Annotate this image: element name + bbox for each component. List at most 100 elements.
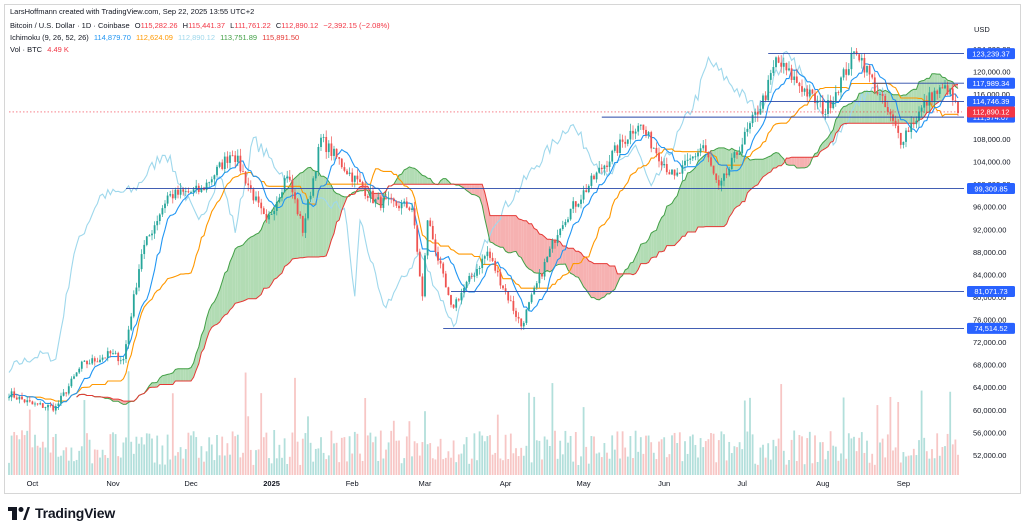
- price-tick-label: 80,000.00: [973, 293, 1006, 302]
- candle-body: [322, 136, 325, 138]
- volume-bar: [65, 447, 68, 475]
- candle-body: [255, 196, 257, 201]
- candle-body: [621, 139, 624, 142]
- volume-bar: [455, 462, 458, 475]
- candle-body: [910, 123, 913, 133]
- candle-body: [730, 157, 733, 170]
- cloud-segment: [214, 296, 217, 326]
- cloud-segment: [604, 263, 607, 297]
- candle-body: [47, 404, 49, 408]
- cloud-segment: [282, 191, 285, 274]
- candle-body: [665, 164, 668, 173]
- candle-body: [161, 208, 164, 215]
- candle-body: [262, 208, 265, 215]
- volume-bar: [806, 438, 809, 475]
- volume-bar: [517, 456, 520, 475]
- cloud-segment: [240, 244, 243, 302]
- volume-bar: [728, 441, 731, 475]
- candle-body: [624, 141, 627, 144]
- cloud-segment: [672, 198, 675, 246]
- candle-body: [543, 261, 546, 277]
- volume-bar: [400, 463, 403, 475]
- volume-bar: [450, 457, 452, 475]
- volume-bar: [413, 441, 416, 475]
- volume-bar: [463, 444, 465, 475]
- volume-value: 4.49 K: [47, 45, 69, 54]
- volume-bar: [330, 430, 333, 475]
- cloud-segment: [440, 178, 444, 185]
- volume-bar: [91, 463, 94, 475]
- price-level-tag-bg: [967, 77, 1015, 89]
- candle-body: [684, 160, 686, 166]
- cloud-segment: [747, 157, 750, 193]
- cloud-segment: [664, 206, 667, 251]
- symbol-legend[interactable]: Bitcoin / U.S. Dollar · 1D · Coinbase O1…: [10, 21, 393, 30]
- volume-bar: [476, 460, 478, 475]
- candle-body: [148, 235, 151, 237]
- volume-bar: [868, 462, 871, 475]
- cloud-segment: [695, 161, 698, 232]
- cloud-segment: [739, 150, 743, 206]
- candle-body: [127, 329, 130, 345]
- volume-legend[interactable]: Vol · BTC 4.49 K: [10, 45, 72, 54]
- volume-bar: [34, 434, 36, 475]
- candle-body: [814, 93, 816, 103]
- candle-body: [481, 258, 484, 269]
- candle-body: [756, 111, 759, 115]
- candle-body: [494, 260, 497, 271]
- candle-body: [821, 100, 824, 115]
- candle-body: [187, 191, 190, 193]
- candle-body: [741, 144, 744, 154]
- candle-body: [811, 89, 814, 94]
- candle-body: [585, 190, 588, 193]
- cloud-segment: [679, 181, 683, 240]
- candle-body: [894, 120, 897, 126]
- volume-bar: [343, 437, 346, 475]
- price-tick-label: 88,000.00: [973, 248, 1006, 257]
- volume-bar: [18, 439, 21, 475]
- cloud-segment: [508, 215, 511, 253]
- volume-bar: [704, 441, 707, 475]
- price-chart[interactable]: 52,000.00 56,000.00 60,000.00 64,000.00 68,0…: [0, 0, 1024, 494]
- candle-body: [717, 179, 720, 186]
- volume-bars: [8, 371, 959, 475]
- candle-body: [374, 199, 377, 204]
- cloud-segment: [172, 369, 176, 385]
- ichimoku-legend[interactable]: Ichimoku (9, 26, 52, 26) 114,879.70 112,…: [10, 33, 302, 42]
- volume-bar: [702, 447, 705, 475]
- time-axis: Oct Nov Dec 2025 Feb Mar Apr May Jun Jul Aug Sep: [27, 479, 911, 488]
- cloud-segment: [937, 74, 940, 104]
- cloud-segment: [183, 368, 186, 381]
- candle-body: [343, 167, 346, 171]
- candle-body: [671, 169, 673, 175]
- volume-bar: [47, 406, 49, 475]
- price-tick-label: 84,000.00: [973, 270, 1006, 279]
- volume-bar: [49, 452, 52, 475]
- volume-bar: [580, 456, 582, 475]
- candle-body: [829, 100, 832, 109]
- candle-body: [681, 165, 684, 174]
- price-level-tag-bg: [967, 322, 1015, 334]
- candle-body: [23, 399, 26, 403]
- cloud-segment: [497, 215, 501, 248]
- candle-body: [561, 225, 564, 229]
- tradingview-logo[interactable]: TradingView: [8, 505, 115, 521]
- volume-bar: [457, 454, 460, 475]
- volume-bar: [824, 459, 827, 475]
- volume-bar: [660, 439, 663, 475]
- volume-bar: [889, 396, 892, 475]
- volume-bar: [153, 462, 156, 475]
- candle-body: [650, 132, 653, 149]
- volume-bar: [522, 455, 525, 475]
- time-tick-label: Feb: [346, 479, 359, 488]
- candle-body: [634, 131, 637, 134]
- volume-bar: [902, 452, 905, 475]
- cloud-segment: [583, 256, 587, 290]
- volume-bar: [13, 431, 16, 475]
- candle-body: [520, 318, 523, 327]
- volume-bar: [520, 447, 523, 475]
- volume-bar: [845, 458, 848, 475]
- candle-body: [572, 201, 575, 209]
- cloud-segment: [302, 169, 306, 258]
- candle-body: [754, 111, 757, 115]
